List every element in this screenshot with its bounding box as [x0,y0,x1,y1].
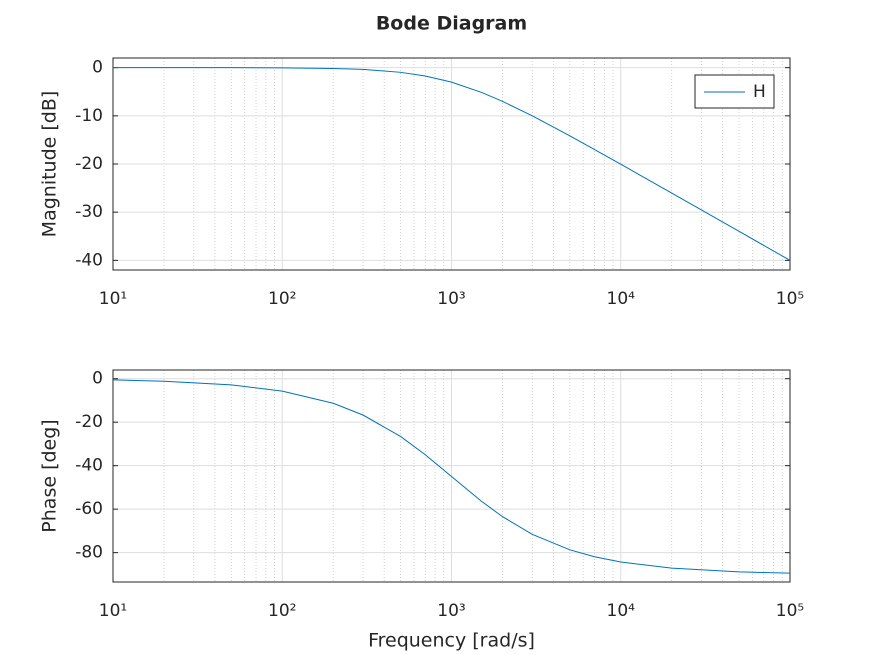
x-tick-label: 10³ [437,601,465,621]
x-tick-label: 10⁵ [776,601,804,621]
x-tick-label: 10² [268,289,296,309]
y-tick-label: -20 [75,154,103,174]
y-tick-label: -60 [75,499,103,519]
series-line [112,379,791,574]
y-tick-label: -30 [75,202,103,222]
y-tick-label: -40 [75,250,103,270]
x-tick-label: 10¹ [99,289,127,309]
axes-frame [112,57,791,271]
y-tick-label: -80 [75,543,103,563]
x-tick-label: 10³ [437,289,465,309]
axes-frame [112,369,791,583]
y-tick-label: 0 [92,369,103,389]
x-tick-label: 10⁴ [607,601,636,621]
series-line [113,67,791,261]
y-axis-label: Magnitude [dB] [39,91,61,238]
y-tick-label: 0 [92,58,103,78]
x-tick-label: 10¹ [99,601,127,621]
legend-label: H [753,82,766,102]
y-tick-label: -40 [75,456,103,476]
x-axis-label: Frequency [rad/s] [368,630,535,652]
y-tick-label: -20 [75,412,103,432]
y-axis-label: Phase [deg] [39,419,61,532]
x-tick-label: 10⁵ [776,289,804,309]
chart-title: Bode Diagram [376,13,527,35]
x-tick-label: 10² [268,601,296,621]
y-tick-label: -10 [75,106,103,126]
x-tick-label: 10⁴ [607,289,636,309]
